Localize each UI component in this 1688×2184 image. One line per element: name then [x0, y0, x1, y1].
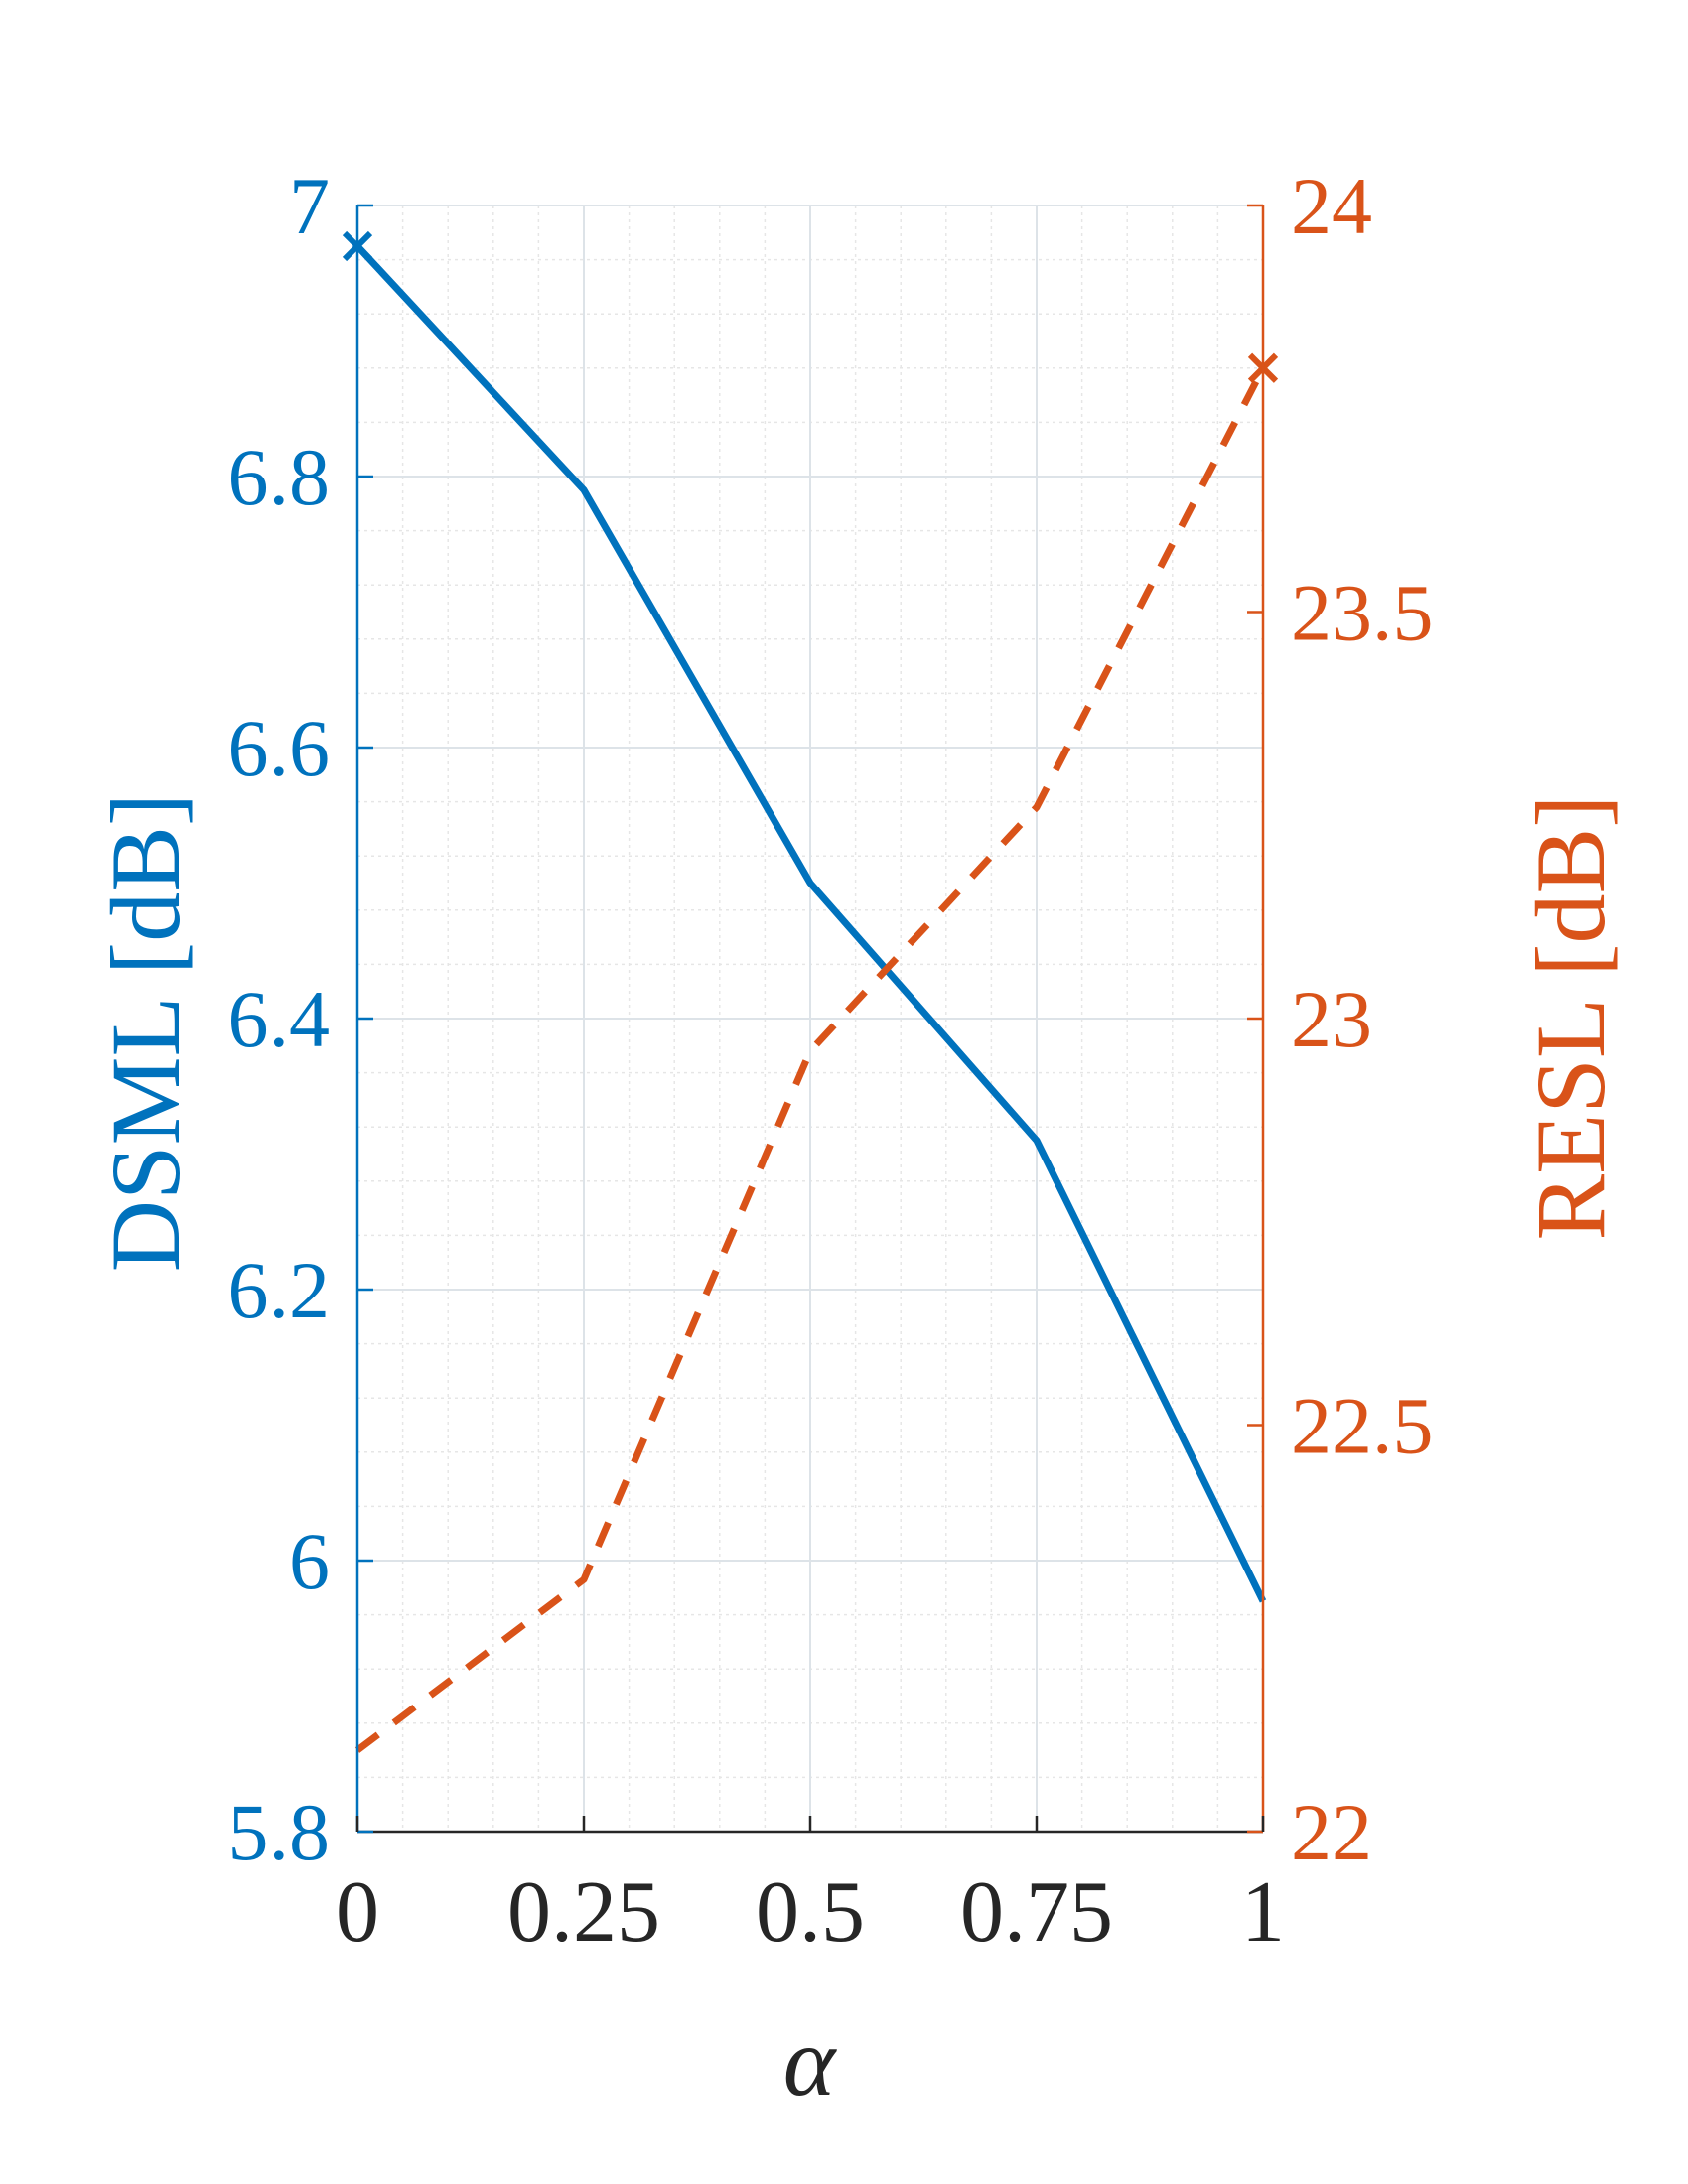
tick-labels: 5.8 6 6.2 6.4 6.6 6.8 7 22 22.5 23 23.5 24 0 0.25 0.5 0… [228, 161, 1434, 1961]
axes [355, 204, 1265, 1834]
x-axis-label: α [783, 2006, 838, 2116]
resl-series-line [354, 366, 1267, 1753]
right-tick-label: 24 [1291, 161, 1372, 251]
right-tick-label: 22 [1291, 1787, 1372, 1877]
left-tick-label: 6.6 [228, 703, 331, 793]
dsml-series-line [354, 243, 1267, 1603]
left-tick-label: 5.8 [228, 1787, 331, 1877]
right-tick-label: 23 [1291, 974, 1372, 1064]
bottom-tick-label: 0 [336, 1864, 379, 1961]
left-tick-label: 6.8 [228, 432, 331, 522]
bottom-tick-label: 0.75 [960, 1864, 1113, 1961]
left-tick-label: 7 [289, 161, 330, 251]
left-tick-label: 6 [289, 1516, 330, 1606]
left-axis-label: DSML [dB] [90, 793, 201, 1272]
left-tick-label: 6.2 [228, 1245, 331, 1335]
left-tick-label: 6.4 [228, 974, 331, 1064]
right-axis-label: RESL [dB] [1515, 794, 1625, 1240]
right-tick-label: 22.5 [1291, 1381, 1434, 1471]
right-tick-label: 23.5 [1291, 568, 1434, 658]
bottom-tick-label: 1 [1241, 1864, 1285, 1961]
bottom-tick-label: 0.25 [507, 1864, 660, 1961]
bottom-tick-label: 0.5 [756, 1864, 865, 1961]
